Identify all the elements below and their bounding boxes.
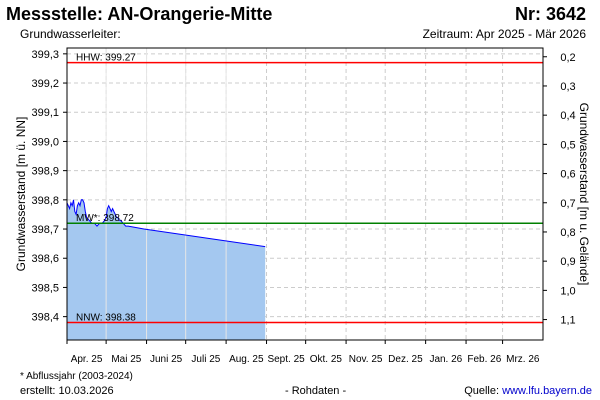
x-tick-label: Juli 25: [191, 354, 220, 365]
reference-label: MW*: 398.72: [76, 213, 134, 224]
x-tick-label: Feb. 26: [467, 354, 501, 365]
y-tick-label-right: 1,0: [560, 285, 575, 297]
y-tick-label-right: 0,5: [560, 139, 575, 151]
plot-frame: [66, 47, 544, 341]
y-axis-left-title: Grundwasserstand [m ü. NN]: [14, 117, 28, 272]
created-date: erstellt: 10.03.2026: [20, 385, 114, 397]
station-number: Nr: 3642: [514, 4, 586, 24]
x-tick-label: Mrz. 26: [506, 354, 540, 365]
source: Quelle: www.lfu.bayern.de: [464, 385, 592, 397]
y-tick-label-right: 0,7: [560, 198, 575, 210]
source-prefix: Quelle:: [464, 385, 503, 397]
y-tick-label-left: 398,4: [31, 312, 59, 324]
y-axis-right-title: Grundwasserstand [m u. Gelände]: [577, 103, 591, 286]
series-layer: [66, 48, 266, 340]
y-tick-label-right: 0,9: [560, 256, 575, 268]
x-tick-label: Juni 25: [150, 354, 183, 365]
x-tick-label: Okt. 25: [310, 354, 343, 365]
x-tick-label: Apr. 25: [71, 354, 103, 365]
y-axis-left: 398,4 398,5 398,6 398,7 398,8 398,9 399,0 399,1…: [31, 49, 67, 324]
y-tick-label-right: 0,2: [560, 52, 575, 64]
period-label: Zeitraum: Apr 2025 - Mär 2026: [422, 27, 586, 41]
data-status: - Rohdaten -: [285, 385, 347, 397]
chart-title: Messstelle: AN-Orangerie-Mitte: [6, 4, 273, 24]
x-tick-label: Aug. 25: [229, 354, 264, 365]
source-link[interactable]: www.lfu.bayern.de: [502, 385, 592, 397]
x-tick-label: Jan. 26: [429, 354, 462, 365]
x-tick-label: Dez. 25: [388, 354, 423, 365]
x-tick-label: Sept. 25: [267, 354, 305, 365]
y-tick-label-left: 399,0: [31, 136, 59, 148]
reference-label: HHW: 399.27: [76, 53, 136, 64]
x-tick-label: Nov. 25: [349, 354, 383, 365]
y-tick-label-left: 398,9: [31, 166, 59, 178]
y-tick-label-right: 0,6: [560, 169, 575, 181]
reference-lines: HHW: 399.27 MW*: 398.72 NNW: 398.38: [67, 53, 543, 323]
y-tick-label-right: 0,3: [560, 81, 575, 93]
y-tick-label-right: 1,1: [560, 315, 575, 327]
y-tick-label-left: 398,8: [31, 195, 59, 207]
y-tick-label-left: 399,3: [31, 49, 59, 61]
y-tick-label-left: 398,7: [31, 224, 59, 236]
footnote: * Abflussjahr (2003-2024): [20, 371, 133, 382]
y-axis-right: 0,2 0,3 0,4 0,5 0,6 0,7 0,8 0,9 1,0 1,1: [543, 52, 576, 327]
y-tick-label-left: 399,1: [31, 107, 59, 119]
aquifer-label: Grundwasserleiter:: [20, 27, 121, 41]
x-tick-label: Mai 25: [111, 354, 141, 365]
y-tick-label-left: 399,2: [31, 78, 59, 90]
y-tick-label-left: 398,6: [31, 253, 59, 265]
y-tick-label-right: 0,4: [560, 110, 575, 122]
series-area: [67, 199, 266, 340]
y-tick-label-left: 398,5: [31, 282, 59, 294]
y-tick-label-right: 0,8: [560, 227, 575, 239]
reference-label: NNW: 398.38: [76, 312, 136, 323]
x-axis: Apr. 25 Mai 25 Juni 25 Juli 25 Aug. 25 Sept. …: [66, 340, 540, 365]
